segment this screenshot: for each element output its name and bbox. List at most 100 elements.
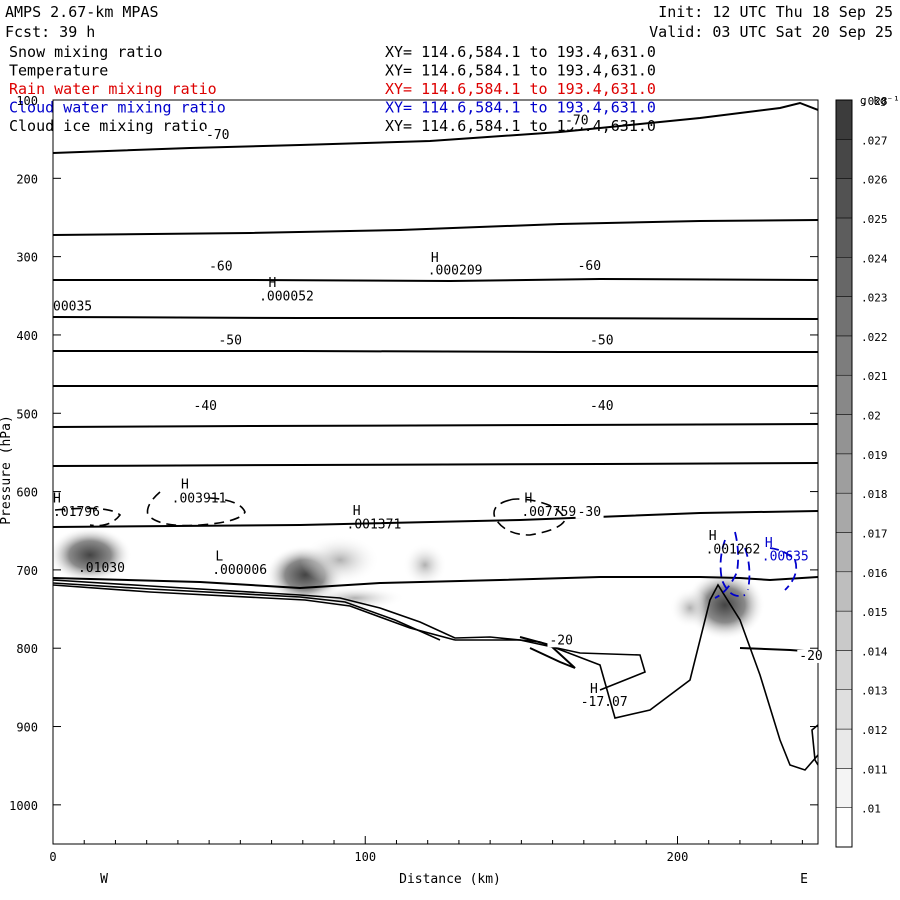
y-axis: 100 200 300 400 500 600 700 800 900 1000 [9,94,818,813]
colorbar-swatch [835,610,853,651]
colorbar-label: .016 [861,567,888,580]
field-name: Cloud water mixing ratio [9,99,226,117]
isotherm-label: -20 [799,649,822,664]
shading-blob [300,535,380,585]
colorbar-swatch [835,532,853,573]
isotherm-label-bg [191,400,220,414]
field-extent: XY= 114.6,584.1 to 193.4,631.0 [385,80,656,98]
isotherm-label: -20 [549,633,572,648]
colorbar-label: .025 [861,213,888,226]
terrain-contours [53,579,818,771]
y-tick-label: 300 [16,251,38,265]
extremum-label: .000006 [212,563,267,578]
isotherm-label-bg [797,649,826,663]
field-name: Cloud ice mixing ratio [9,117,208,135]
colorbar-swatch [835,492,853,533]
colorbar-swatch [835,689,853,730]
west-label: W [100,872,108,887]
colorbar-label: .026 [861,174,888,187]
isotherm-label-bg [575,259,604,273]
colorbar-label: .022 [861,331,888,344]
colorbar-swatch [835,768,853,808]
colorbar-label: .028 [861,95,888,108]
isotherm-label: -50 [590,333,613,348]
isotherm-label-bg [575,505,604,519]
colorbar-swatch [835,453,853,494]
colorbar-swatch [835,178,853,219]
colorbar: g kg⁻¹ .01 .011 .012 .013 .014 .015 .016 .017 .0… [835,94,900,848]
colorbar-label: .017 [861,527,888,540]
isotherm-label-bg [547,634,576,648]
extremum-label: .01030 [78,561,125,576]
colorbar-swatch [835,728,853,769]
colorbar-label: .019 [861,449,888,462]
y-tick-label: 900 [16,721,38,735]
colorbar-swatch [835,99,853,140]
extremum-label: H [709,529,717,544]
extremum-label: H [53,492,61,507]
field-name: Temperature [9,62,108,80]
isotherm-label: -30 [578,505,601,520]
field-extent: XY= 114.6,584.1 to 193.4,631.0 [385,99,656,117]
extremum-label: .00635 [762,549,809,564]
isotherm-label: -40 [194,399,217,414]
extremum-label: .01796 [53,505,100,520]
extremum-label: .001371 [347,517,402,532]
field-extent: XY= 114.6,584.1 to 193.4,631.0 [385,62,656,80]
colorbar-swatch [835,296,853,337]
colorbar-label: .018 [861,488,888,501]
y-tick-label: 600 [16,486,38,500]
extremum-label: 00035 [53,300,92,315]
colorbar-swatch [835,414,853,455]
extremum-label: H [765,536,773,551]
colorbar-label: .024 [861,252,888,265]
colorbar-label: .027 [861,134,888,147]
init-time: Init: 12 UTC Thu 18 Sep 25 [658,3,893,21]
colorbar-label: .012 [861,724,888,737]
field-name: Rain water mixing ratio [9,80,217,98]
colorbar-label: .021 [861,370,888,383]
colorbar-label: .011 [861,763,888,776]
extremum-label: H [268,276,276,291]
x-tick-label: 100 [354,850,376,864]
temperature-isotherms [53,101,818,669]
y-tick-label: 200 [16,172,38,186]
extremum-label: H [524,492,532,507]
plot-content [53,101,818,771]
isotherm-label: -60 [578,259,601,274]
colorbar-swatch [835,374,853,415]
contour-annotations: -70-60 -60-50 -50-40 -40-30-20-20-70H.00020… [53,113,826,710]
extremum-label: .003911 [172,492,227,507]
colorbar-label: .014 [861,645,888,658]
shading-blob [670,588,710,628]
colorbar-frame [835,99,853,848]
colorbar-label: .013 [861,685,888,698]
y-tick-label: 700 [16,564,38,578]
extremum-label: H [181,477,189,492]
shading-blob [403,543,447,587]
x-axis: 0 100 200 [49,836,803,864]
isotherm-label: -50 [218,333,241,348]
isotherm-label-bg [204,129,232,143]
extremum-label: L [215,549,223,564]
y-tick-label: 500 [16,407,38,421]
field-list: Snow mixing ratio XY= 114.6,584.1 to 193.… [9,43,656,135]
x-axis-label: Distance (km) [399,872,501,887]
colorbar-swatch [835,139,853,179]
colorbar-label: .023 [861,292,888,305]
extremum-label: .000052 [259,289,314,304]
y-tick-label: 800 [16,642,38,656]
isotherm-label-bg [588,400,617,414]
y-tick-label: 100 [16,94,38,108]
isotherm-label-bg [207,260,236,274]
extremum-label: H [353,504,361,519]
y-tick-label: 1000 [9,799,38,813]
isotherm-label: -40 [590,399,613,414]
extremum-label: H [590,682,598,697]
colorbar-swatch [835,571,853,612]
colorbar-swatch [835,650,853,690]
extremum-label: .007759 [521,505,576,520]
plot-frame [52,99,819,845]
field-extent: XY= 114.6,584.1 to 193.4,631.0 [385,43,656,61]
